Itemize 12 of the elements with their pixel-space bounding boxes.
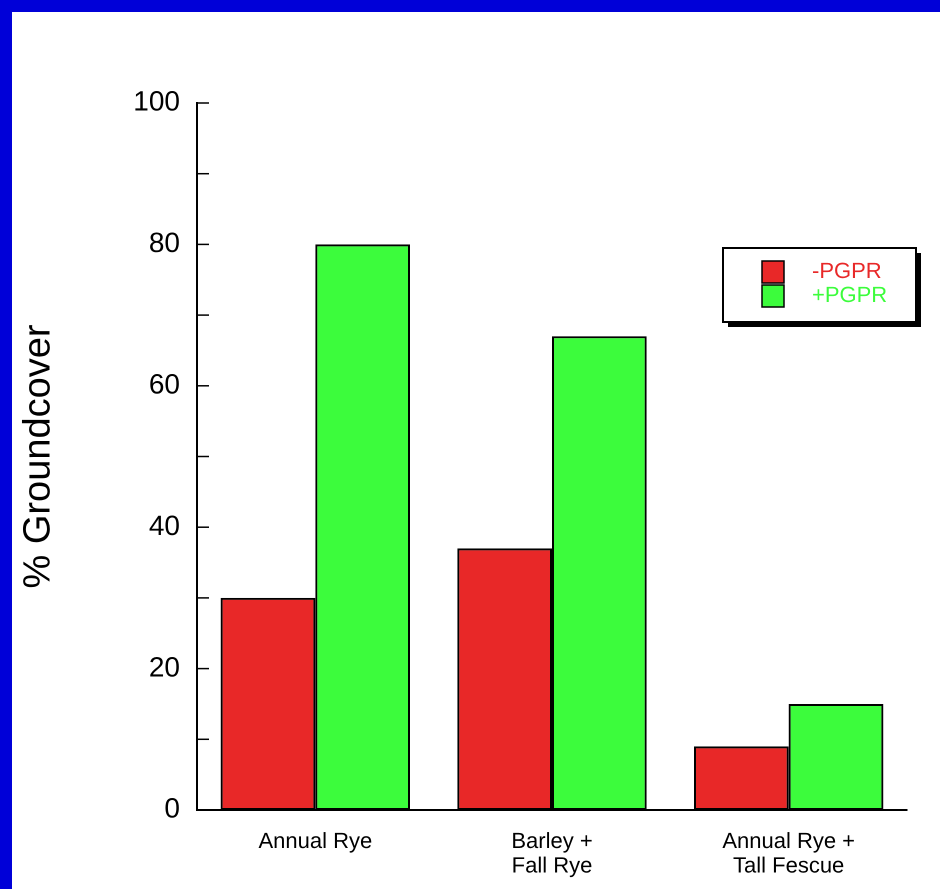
y-tick-label: 60 <box>148 368 180 400</box>
y-tick-label: 0 <box>164 792 180 824</box>
x-tick-label: Barley + Fall Rye <box>511 828 593 878</box>
legend-label: +PGPR <box>812 282 888 308</box>
y-tick-label: 80 <box>148 227 180 258</box>
x-tick-label: Annual Rye <box>258 828 372 854</box>
y-tick-label: 40 <box>148 510 180 541</box>
y-axis-title: % Groundcover <box>16 324 58 589</box>
y-tick-label: 20 <box>148 651 180 682</box>
y-tick-label: 100 <box>133 86 180 117</box>
legend-label: -PGPR <box>812 258 882 284</box>
x-tick-label: Annual Rye + Tall Fescue <box>722 828 856 878</box>
